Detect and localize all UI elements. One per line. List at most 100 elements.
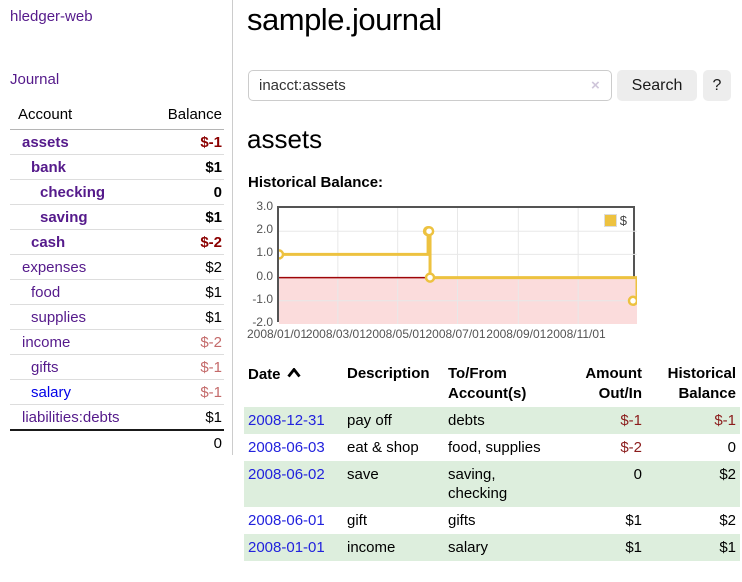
y-tick-label: 2.0 bbox=[256, 222, 273, 237]
register-header-row: Date Description To/From Account(s) Amou… bbox=[244, 361, 740, 407]
account-row-liabilities-debts: liabilities:debts $1 bbox=[10, 404, 224, 431]
register-row[interactable]: 2008-01-01 income salary $1 $1 bbox=[244, 534, 740, 561]
transaction-date-link[interactable]: 2008-06-01 bbox=[248, 512, 325, 529]
account-row-supplies: supplies $1 bbox=[10, 304, 224, 330]
account-link-saving[interactable]: saving bbox=[40, 209, 88, 226]
x-tick-label: 2008/11/01 bbox=[546, 327, 606, 341]
account-link-bank[interactable]: bank bbox=[31, 159, 67, 176]
transaction-date-link[interactable]: 2008-12-31 bbox=[248, 412, 325, 429]
account-balance: $2 bbox=[159, 254, 224, 280]
register-row[interactable]: 2008-06-02 save saving, checking 0 $2 bbox=[244, 461, 740, 507]
register-row[interactable]: 2008-06-01 gift gifts $1 $2 bbox=[244, 507, 740, 534]
register-header-tofrom: To/From Account(s) bbox=[448, 365, 527, 402]
register-header-description: Description bbox=[347, 365, 430, 382]
y-tick-label: 1.0 bbox=[256, 245, 273, 260]
y-tick-label: -1.0 bbox=[252, 291, 273, 306]
account-row-food: food $1 bbox=[10, 279, 224, 305]
register-row[interactable]: 2008-06-03 eat & shop food, supplies $-2… bbox=[244, 434, 740, 461]
account-balance: $1 bbox=[159, 404, 224, 431]
account-link-food[interactable]: food bbox=[31, 284, 61, 301]
register-header-date[interactable]: Date bbox=[244, 361, 343, 407]
account-link-expenses[interactable]: expenses bbox=[22, 259, 87, 276]
transaction-balance: $1 bbox=[719, 539, 736, 556]
transaction-accounts: saving, checking bbox=[448, 466, 508, 502]
account-balance: $-2 bbox=[159, 229, 224, 255]
x-tick-label: 2008/07/01 bbox=[425, 327, 486, 341]
account-row-cash: cash $-2 bbox=[10, 229, 224, 255]
register-row[interactable]: 2008-12-31 pay off debts $-1 $-1 bbox=[244, 407, 740, 434]
sidebar-divider bbox=[232, 0, 233, 455]
x-tick-label: 2008/01/01 bbox=[246, 327, 308, 341]
page-title: sample.journal bbox=[247, 2, 442, 37]
account-row-salary: salary $-1 bbox=[10, 379, 224, 405]
clear-search-icon[interactable]: × bbox=[591, 77, 600, 94]
search-button[interactable]: Search bbox=[617, 70, 697, 101]
transaction-balance: $-1 bbox=[714, 412, 736, 429]
transaction-balance: 0 bbox=[727, 439, 736, 456]
transaction-balance: $2 bbox=[719, 512, 736, 529]
account-row-checking: checking 0 bbox=[10, 179, 224, 205]
transaction-description: pay off bbox=[347, 412, 392, 429]
account-link-supplies[interactable]: supplies bbox=[31, 309, 87, 326]
transaction-description: eat & shop bbox=[347, 439, 419, 456]
app-title-link[interactable]: hledger-web bbox=[10, 8, 93, 25]
accounts-total-value: 0 bbox=[213, 435, 222, 452]
y-tick-label: 0.0 bbox=[256, 268, 273, 283]
account-link-salary[interactable]: salary bbox=[31, 384, 72, 401]
account-link-assets[interactable]: assets bbox=[22, 134, 69, 151]
transaction-balance: $2 bbox=[719, 466, 736, 483]
transaction-accounts: food, supplies bbox=[448, 439, 541, 456]
transaction-amount: $1 bbox=[625, 512, 642, 529]
date-header-label: Date bbox=[248, 366, 281, 383]
account-row-gifts: gifts $-1 bbox=[10, 354, 224, 380]
transaction-accounts: debts bbox=[448, 412, 485, 429]
help-button[interactable]: ? bbox=[703, 70, 731, 101]
transaction-date-link[interactable]: 2008-06-03 bbox=[248, 439, 325, 456]
account-link-liabilities-debts[interactable]: liabilities:debts bbox=[22, 409, 120, 426]
x-tick-label: 2008/03/01 bbox=[305, 327, 366, 341]
account-link-cash[interactable]: cash bbox=[31, 234, 66, 251]
transaction-accounts: salary bbox=[448, 539, 489, 556]
account-balance: $1 bbox=[159, 279, 224, 305]
search-input[interactable] bbox=[248, 70, 612, 101]
chart-plot-area[interactable]: $ bbox=[273, 206, 639, 324]
account-row-bank: bank $1 bbox=[10, 154, 224, 180]
account-balance: 0 bbox=[159, 179, 224, 205]
y-tick-label: 3.0 bbox=[256, 199, 273, 213]
x-tick-label: 2008/09/01 bbox=[486, 327, 547, 341]
sort-ascending-icon bbox=[286, 364, 301, 384]
chart-canvas bbox=[273, 208, 639, 324]
transaction-description: gift bbox=[347, 512, 368, 529]
account-link-gifts[interactable]: gifts bbox=[31, 359, 59, 376]
sidebar: hledger-web Journal Account Balance asse… bbox=[0, 0, 233, 460]
accounts-header-account: Account bbox=[10, 103, 160, 130]
chart-legend: $ bbox=[601, 212, 629, 229]
historical-balance-chart: $ 3.0 2.0 1.0 0.0 -1.0 -2.0 2008/01/01 2008/03… bbox=[247, 196, 718, 346]
chart-title: Historical Balance: bbox=[248, 174, 384, 191]
account-heading: assets bbox=[247, 124, 323, 154]
account-balance: $-2 bbox=[159, 329, 224, 355]
x-tick-label: 2008/05/01 bbox=[365, 327, 426, 341]
accounts-header-balance: Balance bbox=[159, 103, 224, 130]
account-balance: $-1 bbox=[159, 129, 224, 155]
register-header-amount: Amount Out/In bbox=[585, 365, 642, 402]
account-row-assets: assets $-1 bbox=[10, 129, 224, 155]
sidebar-item-journal[interactable]: Journal bbox=[10, 71, 60, 88]
account-balance: $-1 bbox=[159, 354, 224, 380]
transaction-amount: $-1 bbox=[620, 412, 642, 429]
account-link-income[interactable]: income bbox=[22, 334, 71, 351]
transaction-description: save bbox=[347, 466, 379, 483]
account-link-checking[interactable]: checking bbox=[40, 184, 106, 201]
account-row-income: income $-2 bbox=[10, 329, 224, 355]
register-header-balance: Historical Balance bbox=[667, 365, 736, 402]
transaction-accounts: gifts bbox=[448, 512, 476, 529]
transaction-amount: $1 bbox=[625, 539, 642, 556]
account-balance: $1 bbox=[159, 154, 224, 180]
accounts-total-row: 0 bbox=[10, 430, 224, 455]
account-balance: $1 bbox=[159, 204, 224, 230]
transaction-date-link[interactable]: 2008-06-02 bbox=[248, 466, 325, 483]
legend-label: $ bbox=[619, 213, 627, 228]
transaction-date-link[interactable]: 2008-01-01 bbox=[248, 539, 325, 556]
transaction-description: income bbox=[347, 539, 396, 556]
account-balance: $-1 bbox=[159, 379, 224, 405]
